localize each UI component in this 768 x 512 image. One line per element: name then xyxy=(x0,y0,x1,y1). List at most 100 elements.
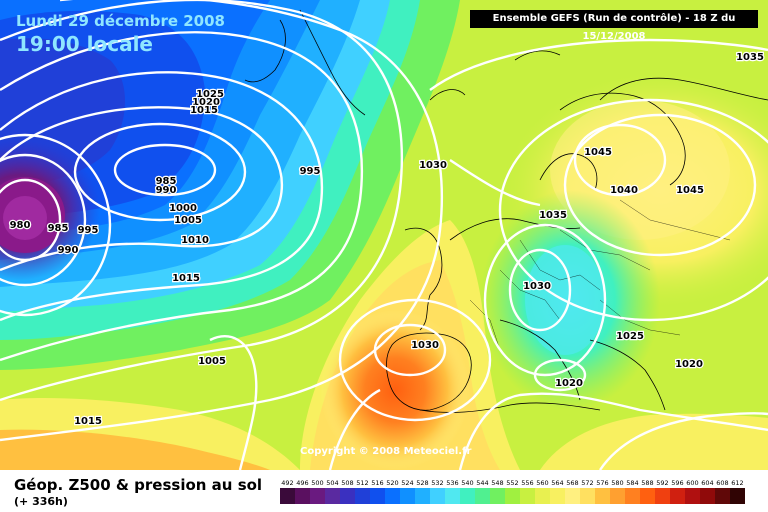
legend-swatch xyxy=(355,488,370,504)
legend-value: 588 xyxy=(641,479,653,487)
legend-swatch xyxy=(445,488,460,504)
pressure-label: 1010 xyxy=(181,235,209,246)
legend-swatch xyxy=(310,488,325,504)
pressure-label: 1045 xyxy=(676,185,704,196)
legend-swatch xyxy=(460,488,475,504)
map-local-time: 19:00 locale xyxy=(16,32,153,56)
legend-value: 572 xyxy=(581,479,593,487)
legend-swatch xyxy=(730,488,745,504)
pressure-label: 1020 xyxy=(192,97,220,108)
legend-value: 492 xyxy=(281,479,293,487)
legend-value: 564 xyxy=(551,479,563,487)
pressure-label: 995 xyxy=(300,166,321,177)
legend-value: 508 xyxy=(341,479,353,487)
coastlines xyxy=(244,9,768,413)
run-info-banner: Ensemble GEFS (Run de contrôle) - 18 Z d… xyxy=(470,10,758,42)
legend-swatch xyxy=(520,488,535,504)
legend-value: 584 xyxy=(626,479,638,487)
pressure-label: 1030 xyxy=(419,160,447,171)
legend-value: 536 xyxy=(446,479,458,487)
legend-swatch xyxy=(685,488,700,504)
legend-swatch xyxy=(580,488,595,504)
legend-swatch xyxy=(370,488,385,504)
pressure-label: 1005 xyxy=(174,215,202,226)
legend-value: 560 xyxy=(536,479,548,487)
legend-swatch xyxy=(490,488,505,504)
legend-swatch xyxy=(385,488,400,504)
pressure-label: 1025 xyxy=(196,89,224,100)
legend-swatch xyxy=(550,488,565,504)
legend-swatch xyxy=(715,488,730,504)
pressure-label: 1040 xyxy=(610,185,638,196)
pressure-label: 1035 xyxy=(539,210,567,221)
legend-value: 596 xyxy=(671,479,683,487)
legend-value: 532 xyxy=(431,479,443,487)
map-title: Géop. Z500 & pression au sol xyxy=(14,476,263,494)
pressure-label: 1015 xyxy=(172,273,200,284)
pressure-label: 1000 xyxy=(169,203,197,214)
forecast-range: (+ 336h) xyxy=(14,495,68,508)
legend-swatch xyxy=(415,488,430,504)
legend-value: 512 xyxy=(356,479,368,487)
legend-value: 600 xyxy=(686,479,698,487)
legend-swatch xyxy=(670,488,685,504)
pressure-label: 995 xyxy=(78,225,99,236)
legend-swatch xyxy=(325,488,340,504)
legend-swatch xyxy=(640,488,655,504)
pressure-label: 1030 xyxy=(523,281,551,292)
legend-value: 516 xyxy=(371,479,383,487)
color-legend: 492 496 500 504 508 512 516 520 524 528 532 536 540 5… xyxy=(280,479,745,504)
legend-value: 556 xyxy=(521,479,533,487)
legend-swatch xyxy=(475,488,490,504)
legend-value: 540 xyxy=(461,479,473,487)
legend-value: 500 xyxy=(311,479,323,487)
legend-value: 552 xyxy=(506,479,518,487)
legend-swatch xyxy=(655,488,670,504)
legend-value: 548 xyxy=(491,479,503,487)
pressure-label: 1030 xyxy=(411,340,439,351)
legend-swatch xyxy=(535,488,550,504)
pressure-label: 980 xyxy=(10,220,31,231)
pressure-label: 1035 xyxy=(736,52,764,63)
pressure-label: 990 xyxy=(156,185,177,196)
pressure-label: 1025 xyxy=(616,331,644,342)
legend-value: 576 xyxy=(596,479,608,487)
legend-value: 520 xyxy=(386,479,398,487)
legend-value: 504 xyxy=(326,479,338,487)
pressure-label: 1015 xyxy=(74,416,102,427)
map-date: Lundi 29 décembre 2008 xyxy=(16,12,225,30)
legend-swatch xyxy=(505,488,520,504)
legend-value: 608 xyxy=(716,479,728,487)
pressure-label: 1045 xyxy=(584,147,612,158)
legend-swatch xyxy=(595,488,610,504)
copyright-text: Copyright © 2008 Meteociel.fr xyxy=(300,446,472,457)
legend-swatch xyxy=(625,488,640,504)
legend-swatch xyxy=(295,488,310,504)
legend-swatch xyxy=(340,488,355,504)
legend-value: 528 xyxy=(416,479,428,487)
pressure-label: 985 xyxy=(156,176,177,187)
legend-value: 612 xyxy=(731,479,743,487)
legend-swatch xyxy=(610,488,625,504)
legend-value: 568 xyxy=(566,479,578,487)
legend-value: 524 xyxy=(401,479,413,487)
pressure-label: 1020 xyxy=(675,359,703,370)
legend-swatch xyxy=(400,488,415,504)
legend-value: 496 xyxy=(296,479,308,487)
pressure-label: 1015 xyxy=(190,105,218,116)
legend-swatch xyxy=(700,488,715,504)
legend-value: 580 xyxy=(611,479,623,487)
pressure-label: 985 xyxy=(48,223,69,234)
pressure-label: 1020 xyxy=(555,378,583,389)
legend-value: 544 xyxy=(476,479,488,487)
pressure-label: 990 xyxy=(58,245,79,256)
legend-value: 592 xyxy=(656,479,668,487)
isobars xyxy=(0,0,768,470)
legend-swatch xyxy=(430,488,445,504)
legend-swatch xyxy=(565,488,580,504)
legend-swatch xyxy=(280,488,295,504)
pressure-label: 1005 xyxy=(198,356,226,367)
